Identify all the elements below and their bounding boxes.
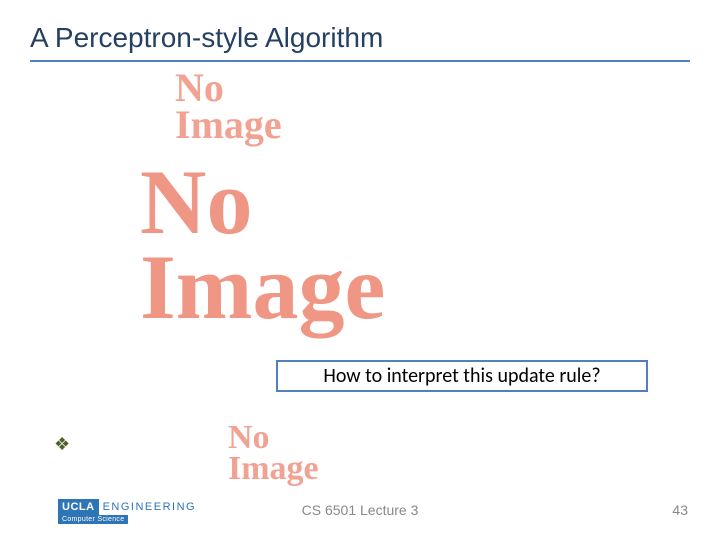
engineering-wordmark: ENGINEERING	[103, 501, 197, 513]
slide-container: A Perceptron-style Algorithm No Image No…	[0, 0, 720, 540]
slide-footer: UCLA ENGINEERING Computer Science CS 650…	[0, 486, 720, 526]
footer-center-text: CS 6501 Lecture 3	[302, 502, 419, 518]
placeholder-image-large: No Image	[140, 160, 385, 329]
content-area: No Image No Image How to interpret this …	[30, 70, 690, 430]
placeholder-image-tiny: No Image	[228, 422, 319, 485]
callout-text: How to interpret this update rule?	[323, 364, 600, 388]
callout-box: How to interpret this update rule?	[276, 360, 648, 392]
placeholder-text-line1: No	[228, 422, 319, 453]
department-label: Computer Science	[58, 515, 128, 524]
placeholder-text-line2: Image	[175, 107, 282, 144]
title-underline	[30, 60, 690, 62]
logo-top-row: UCLA ENGINEERING	[58, 499, 196, 515]
slide-title: A Perceptron-style Algorithm	[30, 22, 690, 54]
diamond-bullet-icon: ❖	[54, 434, 70, 455]
page-number: 43	[672, 502, 688, 518]
placeholder-text-line2: Image	[228, 453, 319, 484]
placeholder-text-line1: No	[140, 160, 385, 245]
ucla-wordmark: UCLA	[58, 499, 99, 515]
bullet-item: ❖	[54, 430, 88, 455]
placeholder-text-line2: Image	[140, 245, 385, 330]
placeholder-image-small: No Image	[175, 70, 282, 144]
ucla-logo: UCLA ENGINEERING Computer Science	[58, 499, 196, 524]
